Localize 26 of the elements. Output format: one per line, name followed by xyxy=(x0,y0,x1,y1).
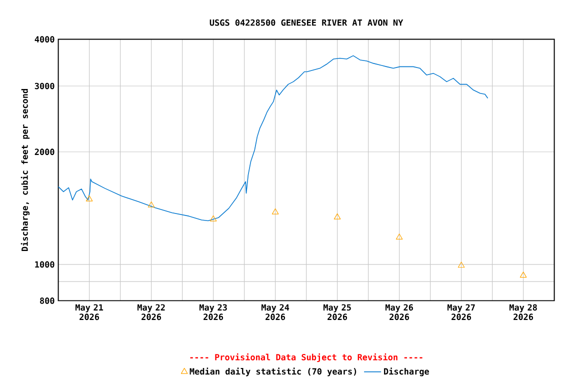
text: ---- Provisional Data Subject to Revision ---- xyxy=(190,353,422,362)
x-tick-label: May 27 2026 xyxy=(448,304,475,320)
y-tick-label: 4000 xyxy=(34,36,54,42)
x-tick-label: May 22 2026 xyxy=(138,304,165,320)
x-tick-label: May 21 2026 xyxy=(76,304,104,320)
point xyxy=(272,208,279,214)
legend-label: Median daily statistic (70 years) xyxy=(190,368,356,376)
y-tick-label: 800 xyxy=(40,297,54,304)
point xyxy=(86,195,93,202)
y-tick-label: 1000 xyxy=(35,261,54,268)
point xyxy=(210,215,217,222)
point xyxy=(148,201,155,208)
x-tick-label: May 28 2026 xyxy=(510,304,537,320)
chart-title: USGS 04228500 GENESEE RIVER AT AVON NY xyxy=(210,19,404,26)
x-tick-label: May 23 2026 xyxy=(200,304,227,320)
x-tick-label: May 25 2026 xyxy=(324,304,351,320)
point xyxy=(396,234,403,240)
legend-label: Discharge xyxy=(384,368,430,376)
x-tick-label: May 24 2026 xyxy=(262,304,290,320)
point xyxy=(520,272,527,278)
x-tick-label: May 26 2026 xyxy=(386,304,413,320)
point xyxy=(334,213,341,220)
y-tick-label: 3000 xyxy=(34,82,54,90)
y-tick-label: 2000 xyxy=(34,148,54,156)
point xyxy=(458,262,465,268)
y-axis-title: Discharge, cubic feet per second xyxy=(20,89,30,251)
